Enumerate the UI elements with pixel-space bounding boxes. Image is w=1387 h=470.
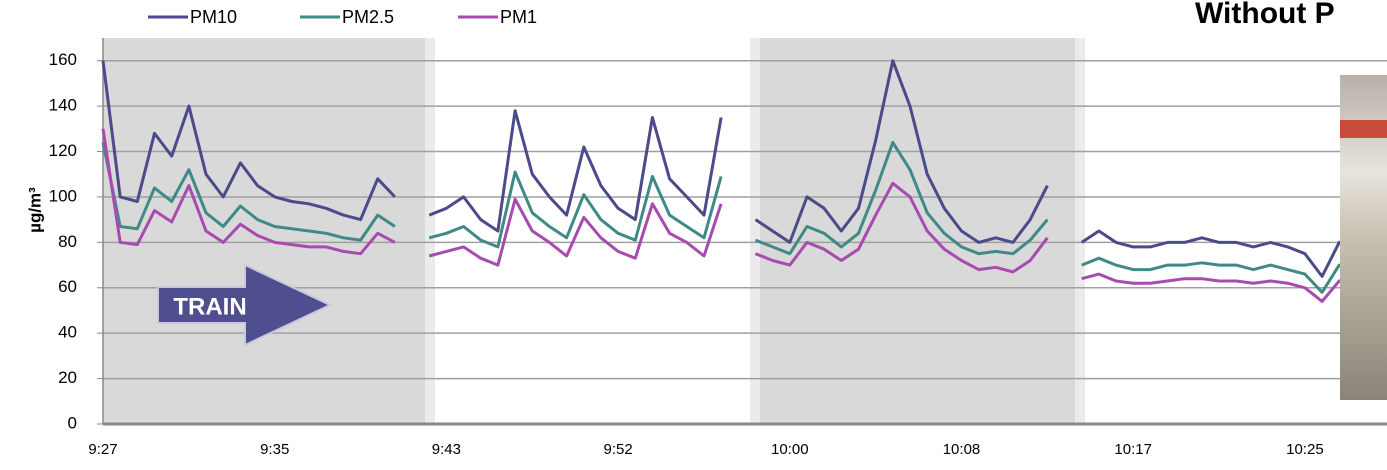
y-axis-title: µg/m³: [25, 187, 44, 233]
x-tick-label: 9:27: [88, 441, 117, 458]
shaded-edge: [425, 38, 435, 424]
y-tick-label: 60: [58, 277, 77, 296]
y-tick-label: 120: [49, 141, 77, 160]
legend: PM10 PM2.5 PM1: [148, 7, 537, 27]
arrow-label: TRAIN: [173, 293, 246, 320]
chart-title: Without P: [1195, 0, 1335, 30]
series-line: [101, 59, 1374, 278]
y-tick-label: 40: [58, 323, 77, 342]
legend-label: PM2.5: [342, 7, 394, 27]
legend-label: PM10: [190, 7, 237, 27]
grid: 0 20 40 60 80 100 120 140 160 9:27 9:35 9:43 9:52 10:…: [49, 38, 1387, 458]
y-tick-label: 160: [49, 50, 77, 69]
x-tick-label: 10:00: [771, 441, 809, 458]
photo-stripe: [1340, 120, 1387, 138]
x-tick-label: 9:35: [260, 441, 289, 458]
y-tick-label: 140: [49, 96, 77, 115]
x-tick-label: 10:08: [943, 441, 981, 458]
series-line: [101, 128, 1374, 303]
shaded-edge: [750, 38, 760, 424]
legend-label: PM1: [500, 7, 537, 27]
y-tick-label: 100: [49, 186, 77, 205]
y-tick-label: 0: [68, 413, 77, 432]
x-tick-label: 10:17: [1114, 441, 1152, 458]
series-line: [101, 140, 1374, 294]
x-tick-label: 10:25: [1286, 441, 1324, 458]
x-tick-label: 9:43: [432, 441, 461, 458]
shaded-period: [760, 38, 1075, 424]
train-arrow: [157, 263, 333, 347]
shaded-edge: [1075, 38, 1085, 424]
lines: [101, 59, 1374, 303]
y-tick-label: 20: [58, 368, 77, 387]
x-tick-label: 9:52: [603, 441, 632, 458]
y-tick-label: 80: [58, 232, 77, 251]
shaded-period: [103, 38, 425, 424]
